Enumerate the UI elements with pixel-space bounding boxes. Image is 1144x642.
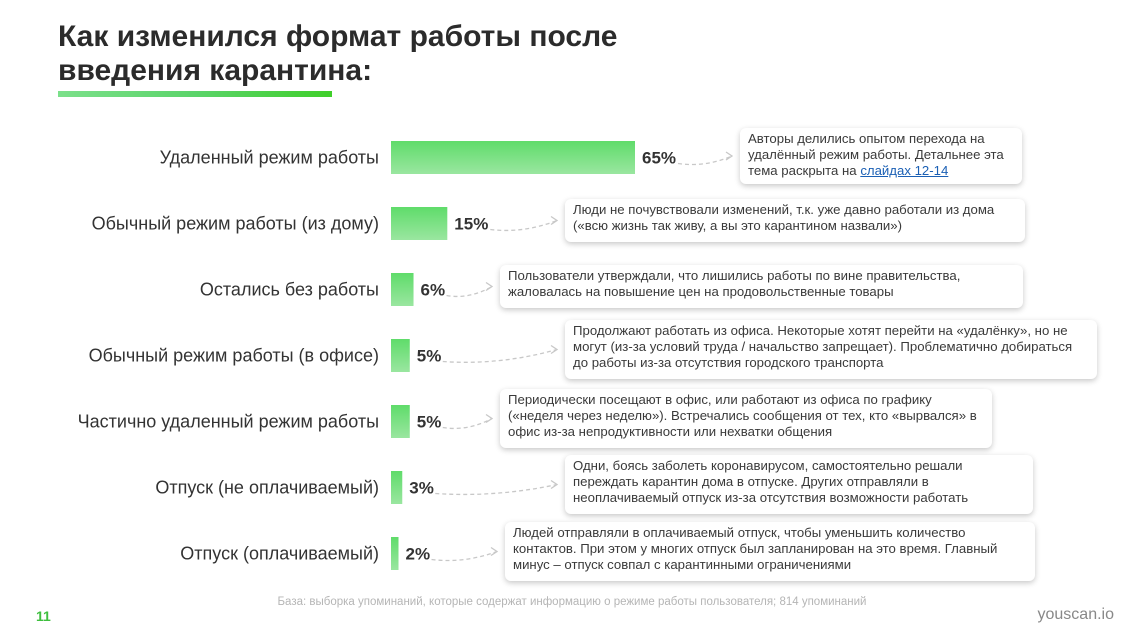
annotation-text: Людей отправляли в оплачиваемый отпуск, …	[513, 525, 998, 572]
category-label: Остались без работы	[200, 280, 379, 300]
annotation-callout: Одни, боясь заболеть коронавирусом, само…	[565, 455, 1033, 514]
connector-line	[677, 155, 733, 166]
connector-arrow-icon	[550, 479, 559, 490]
category-label: Отпуск (оплачиваемый)	[180, 544, 379, 564]
slides-link[interactable]: слайдах 12-14	[860, 163, 949, 178]
annotation-callout: Люди не почувствовали изменений, т.к. уж…	[565, 199, 1025, 242]
page-number: 11	[36, 608, 51, 624]
annotation-text: Авторы делились опытом перехода на удалё…	[748, 131, 1004, 178]
bar	[391, 273, 414, 306]
title-underline	[58, 91, 332, 97]
connector-line	[446, 285, 493, 298]
bar	[391, 537, 399, 570]
connector-line	[442, 348, 558, 363]
bar-chart: Удаленный режим работы 65% Обычный режим р…	[78, 141, 734, 570]
connector-line	[442, 417, 493, 430]
value-label: 5%	[417, 347, 442, 366]
category-label: Отпуск (не оплачиваемый)	[155, 478, 379, 498]
annotation-callout: Авторы делились опытом перехода на удалё…	[740, 128, 1022, 184]
page-title-line1: Как изменился формат работы после	[58, 20, 618, 53]
category-label: Обычный режим работы (в офисе)	[89, 346, 379, 366]
category-label: Обычный режим работы (из дому)	[92, 214, 379, 234]
page-title: Как изменился формат работы после введен…	[58, 20, 758, 88]
annotation-callout: Пользователи утверждали, что лишились ра…	[500, 265, 1023, 308]
value-label: 2%	[406, 545, 431, 564]
connector-arrow-icon	[485, 281, 494, 292]
value-label: 65%	[642, 149, 676, 168]
annotation-callout: Продолжают работать из офиса. Некоторые …	[565, 320, 1097, 379]
footer-note: База: выборка упоминаний, которые содерж…	[277, 596, 867, 608]
connector-arrow-icon	[550, 344, 559, 355]
bar	[391, 471, 403, 504]
brand-logo-text[interactable]: youscan.io	[1037, 606, 1115, 623]
value-label: 3%	[409, 479, 434, 498]
connector-line	[435, 483, 558, 496]
connector-line	[431, 550, 498, 562]
annotation-callout: Людей отправляли в оплачиваемый отпуск, …	[505, 522, 1035, 581]
annotation-text: Пользователи утверждали, что лишились ра…	[508, 268, 961, 299]
page-title-line2: введения карантина:	[58, 54, 373, 87]
bar	[391, 141, 635, 174]
annotation-callout: Периодически посещают в офис, или работа…	[500, 389, 992, 448]
connector-arrow-icon	[725, 151, 734, 161]
annotation-text: Одни, боясь заболеть коронавирусом, само…	[573, 458, 969, 505]
bar	[391, 207, 448, 240]
annotation-text: Люди не почувствовали изменений, т.к. уж…	[573, 202, 995, 233]
bar	[391, 339, 410, 372]
connector-line	[490, 219, 558, 232]
value-label: 15%	[454, 215, 488, 234]
category-label: Частично удаленный режим работы	[78, 412, 379, 432]
value-label: 6%	[421, 281, 446, 300]
annotation-text: Продолжают работать из офиса. Некоторые …	[573, 323, 1073, 370]
connector-arrow-icon	[550, 215, 559, 226]
bar	[391, 405, 410, 438]
category-label: Удаленный режим работы	[160, 148, 379, 168]
value-label: 5%	[417, 413, 442, 432]
connector-arrow-icon	[485, 413, 494, 424]
annotation-text: Периодически посещают в офис, или работа…	[508, 392, 977, 439]
connector-arrow-icon	[490, 546, 499, 557]
